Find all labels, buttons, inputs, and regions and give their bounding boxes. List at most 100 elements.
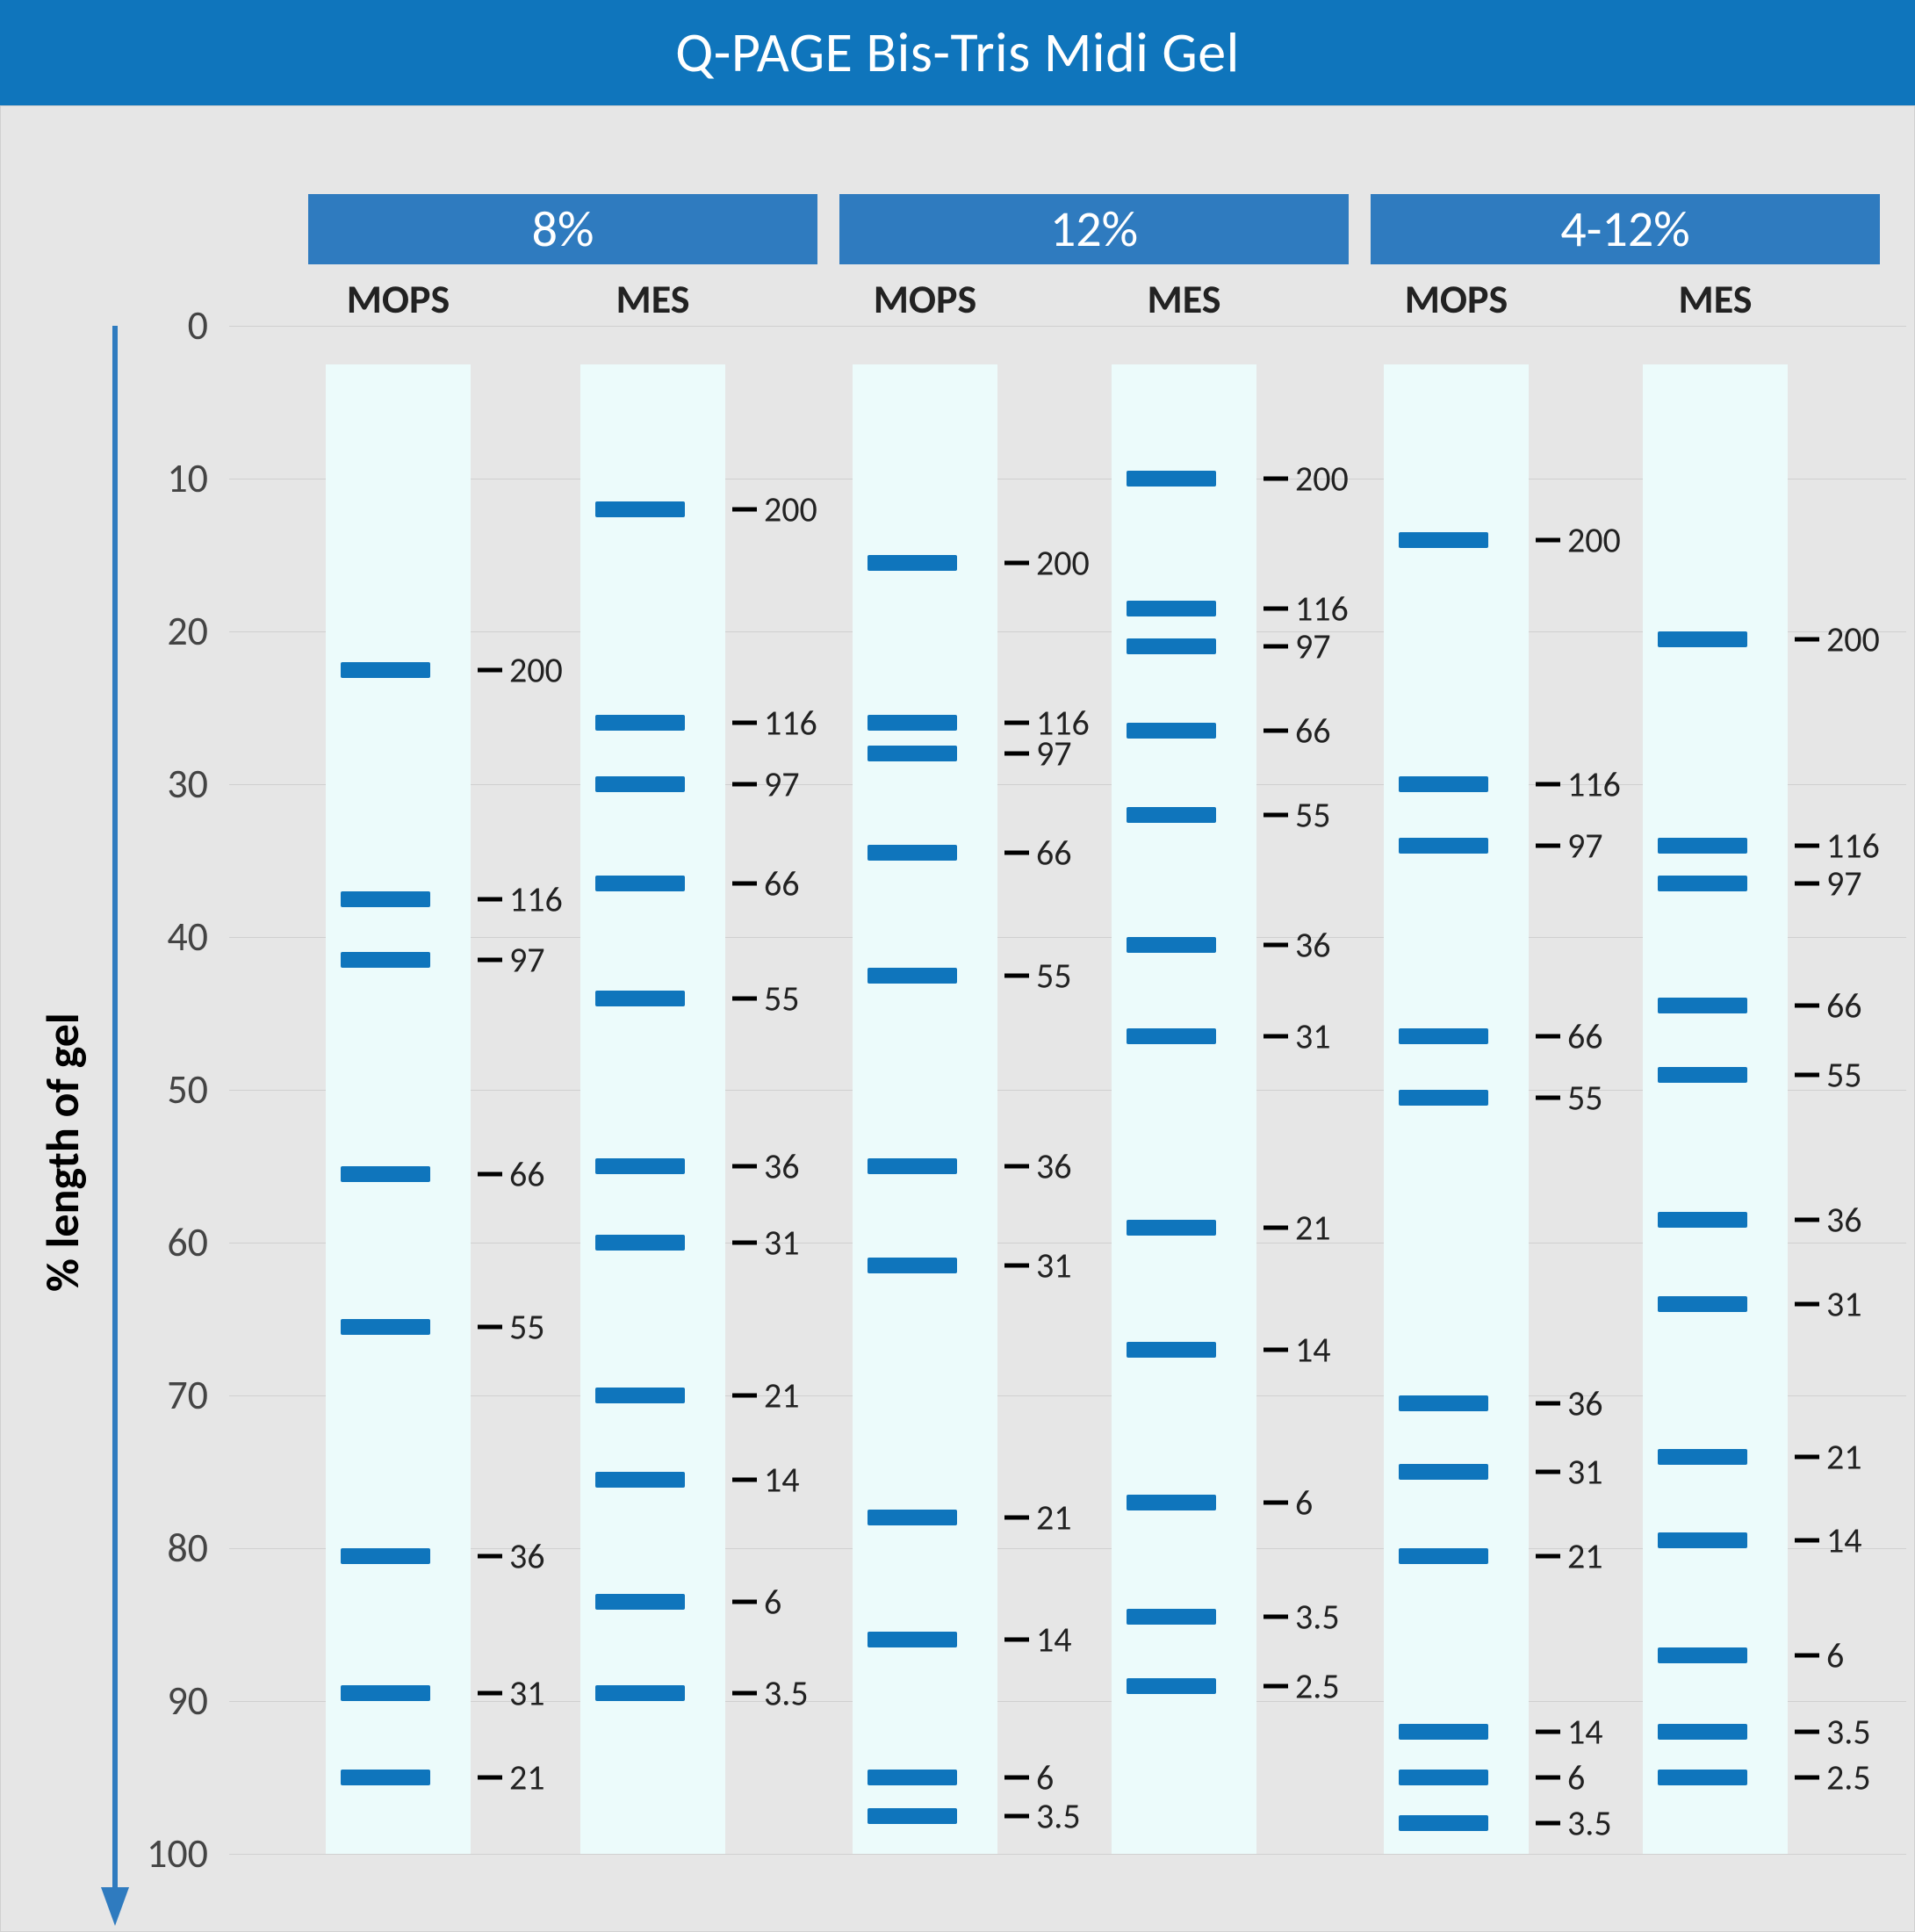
gel-band <box>1399 1815 1488 1831</box>
band-label: 66 <box>509 1152 545 1195</box>
gel-band <box>1658 1296 1747 1312</box>
y-tick-label: 60 <box>167 1218 229 1267</box>
gel-band <box>595 776 685 792</box>
band-tick <box>1795 1217 1819 1222</box>
band-tick <box>1004 973 1029 977</box>
y-tick-label: 20 <box>167 607 229 656</box>
gel-lane <box>1384 364 1529 1855</box>
band-tick <box>1263 1225 1288 1229</box>
band-label: 3.5 <box>764 1672 809 1715</box>
band-label: 14 <box>1826 1519 1862 1562</box>
band-label: 2.5 <box>1826 1756 1871 1799</box>
band-label: 14 <box>764 1458 800 1501</box>
band-label: 200 <box>1567 518 1621 561</box>
band-tick <box>1795 1004 1819 1008</box>
band-tick <box>732 782 757 787</box>
gel-band <box>1127 1609 1216 1625</box>
band-label: 31 <box>1826 1282 1862 1325</box>
gel-band <box>868 1770 957 1785</box>
gel-band <box>868 1808 957 1824</box>
lane-header: MES <box>1630 275 1801 324</box>
band-label: 21 <box>1826 1435 1862 1478</box>
band-label: 66 <box>1036 832 1072 875</box>
gel-band <box>1658 998 1747 1013</box>
band-tick <box>478 1171 502 1176</box>
band-tick <box>732 882 757 886</box>
band-label: 36 <box>509 1534 545 1577</box>
chart-title-bar: Q-PAGE Bis-Tris Midi Gel <box>0 0 1915 105</box>
band-tick <box>732 1599 757 1604</box>
y-axis-arrow-head <box>101 1887 129 1926</box>
band-label: 66 <box>1295 710 1331 753</box>
band-tick <box>1263 1683 1288 1688</box>
gel-band <box>868 1510 957 1525</box>
gel-band <box>1399 1090 1488 1106</box>
gel-band <box>1658 631 1747 647</box>
gel-band <box>595 1472 685 1488</box>
band-tick <box>732 1164 757 1169</box>
band-tick <box>1536 1554 1560 1558</box>
band-tick <box>478 1324 502 1329</box>
band-tick <box>732 721 757 725</box>
band-tick <box>1795 1539 1819 1543</box>
gel-band <box>868 1632 957 1647</box>
y-tick-label: 10 <box>167 454 229 503</box>
band-label: 36 <box>1036 1145 1072 1188</box>
band-label: 55 <box>1295 793 1331 836</box>
gridline <box>229 1854 1906 1855</box>
band-label: 6 <box>764 1580 781 1623</box>
band-tick <box>1263 729 1288 733</box>
gel-band <box>1127 638 1216 654</box>
gel-band <box>1658 1067 1747 1083</box>
band-label: 200 <box>764 487 817 530</box>
band-label: 31 <box>509 1672 545 1715</box>
band-tick <box>1004 1638 1029 1642</box>
band-label: 200 <box>1036 541 1090 584</box>
gel-band <box>1127 1678 1216 1694</box>
gel-band <box>1399 1028 1488 1044</box>
gel-band <box>868 1258 957 1273</box>
band-label: 116 <box>1567 763 1621 806</box>
y-tick-label: 80 <box>167 1524 229 1573</box>
gel-lane <box>1643 364 1788 1855</box>
band-tick <box>1004 1516 1029 1520</box>
band-tick <box>478 1776 502 1780</box>
band-tick <box>1536 1095 1560 1099</box>
band-tick <box>478 897 502 901</box>
band-label: 66 <box>764 862 800 905</box>
band-label: 21 <box>1295 1206 1331 1249</box>
y-tick-label: 90 <box>167 1676 229 1726</box>
band-label: 3.5 <box>1295 1596 1340 1639</box>
gel-group-header: 4-12% <box>1371 194 1880 264</box>
band-tick <box>1795 637 1819 641</box>
lane-header: MES <box>567 275 738 324</box>
gel-lane <box>1112 364 1256 1855</box>
band-tick <box>732 1241 757 1245</box>
band-tick <box>732 996 757 1000</box>
band-label: 116 <box>764 702 817 745</box>
band-label: 97 <box>1295 625 1331 668</box>
lane-header: MOPS <box>313 275 484 324</box>
band-tick <box>1004 721 1029 725</box>
band-label: 31 <box>1567 1451 1603 1494</box>
gel-group-header: 12% <box>839 194 1349 264</box>
band-label: 36 <box>764 1145 800 1188</box>
band-tick <box>1795 843 1819 847</box>
gel-band <box>1658 1724 1747 1740</box>
gel-lane <box>326 364 471 1855</box>
band-tick <box>478 667 502 672</box>
gel-band <box>341 1166 430 1182</box>
band-tick <box>1004 560 1029 565</box>
gel-band <box>1399 1770 1488 1785</box>
gel-band <box>595 1594 685 1610</box>
band-label: 200 <box>1826 617 1880 660</box>
band-label: 21 <box>1567 1534 1603 1577</box>
band-tick <box>1795 882 1819 886</box>
band-label: 2.5 <box>1295 1664 1340 1707</box>
y-tick-label: 0 <box>188 301 229 350</box>
band-tick <box>1536 1776 1560 1780</box>
gel-band <box>1127 807 1216 823</box>
band-tick <box>1795 1454 1819 1459</box>
band-tick <box>1263 812 1288 817</box>
band-label: 3.5 <box>1036 1794 1081 1837</box>
